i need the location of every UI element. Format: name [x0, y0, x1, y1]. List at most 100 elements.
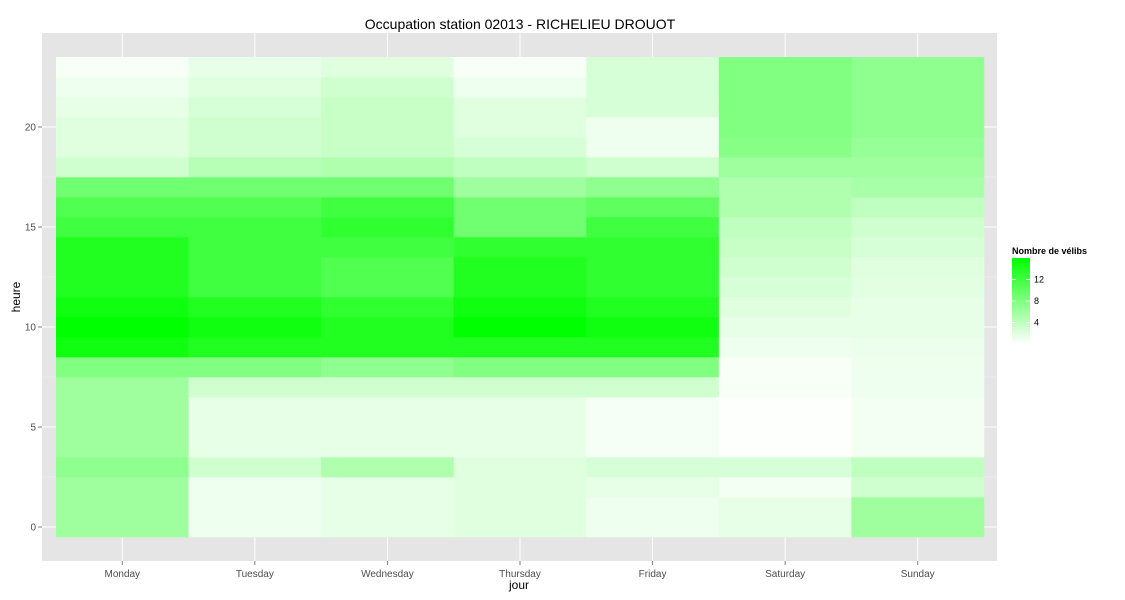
heatmap-cell — [851, 177, 985, 198]
heatmap-cell — [321, 137, 455, 158]
heatmap-cell — [586, 177, 720, 198]
heatmap-cell — [718, 477, 852, 498]
x-tick-label: Saturday — [765, 569, 805, 580]
heatmap-cell — [321, 297, 455, 318]
heatmap-cell — [453, 217, 587, 238]
legend-tick-label: 4 — [1034, 318, 1039, 328]
y-axis: 0 5 10 15 20 — [25, 123, 42, 534]
heatmap-cell — [586, 337, 720, 358]
heatmap-cell — [321, 237, 455, 258]
heatmap-cell — [188, 277, 322, 298]
heatmap-cell — [851, 497, 985, 518]
heatmap-cell — [321, 397, 455, 418]
heatmap-cell — [453, 397, 587, 418]
heatmap-cell — [851, 137, 985, 158]
heatmap-cell — [718, 197, 852, 218]
legend-tick-label: 12 — [1034, 275, 1044, 285]
heatmap-cell — [851, 397, 985, 418]
y-tick-label: 15 — [25, 223, 37, 234]
x-tick-label: Wednesday — [361, 569, 414, 580]
x-tick-label: Sunday — [901, 569, 935, 580]
heatmap-cell — [453, 237, 587, 258]
y-tick-label: 5 — [30, 423, 36, 434]
heatmap-cell — [586, 277, 720, 298]
chart-title: Occupation station 02013 - RICHELIEU DRO… — [365, 16, 676, 32]
heatmap-cell — [453, 197, 587, 218]
heatmap-cell — [321, 177, 455, 198]
heatmap-cell — [188, 437, 322, 458]
heatmap-cell — [188, 417, 322, 438]
heatmap-cell — [321, 497, 455, 518]
heatmap-cell — [188, 497, 322, 518]
heatmap-cell — [586, 357, 720, 378]
x-axis-title: jour — [508, 578, 529, 592]
heatmap-cell — [586, 517, 720, 538]
heatmap-cell — [718, 257, 852, 278]
heatmap-cell — [718, 457, 852, 478]
heatmap-cell — [453, 97, 587, 118]
heatmap-cell — [188, 217, 322, 238]
heatmap-cell — [586, 157, 720, 178]
heatmap-cell — [453, 417, 587, 438]
heatmap-cell — [718, 77, 852, 98]
heatmap-cell — [56, 517, 189, 538]
heatmap-cell — [56, 417, 189, 438]
heatmap-cell — [321, 357, 455, 378]
heatmap-cell — [321, 437, 455, 458]
heatmap-cell — [56, 277, 189, 298]
heatmap-cell — [321, 417, 455, 438]
legend-title: Nombre de vélibs — [1012, 246, 1087, 256]
heatmap-cell — [586, 317, 720, 338]
heatmap-cell — [453, 257, 587, 278]
heatmap-cell — [586, 137, 720, 158]
heatmap-cell — [851, 477, 985, 498]
heatmap-cell — [718, 97, 852, 118]
heatmap-cell — [586, 77, 720, 98]
x-tick-label: Tuesday — [236, 569, 274, 580]
heatmap-cell — [718, 117, 852, 138]
heatmap-cell — [188, 477, 322, 498]
y-tick-label: 0 — [30, 523, 36, 534]
heatmap-cell — [586, 297, 720, 318]
heatmap-cell — [453, 517, 587, 538]
heatmap-cell — [851, 437, 985, 458]
heatmap-cell — [718, 417, 852, 438]
heatmap-cell — [851, 217, 985, 238]
heatmap-cell — [188, 77, 322, 98]
heatmap-cell — [56, 257, 189, 278]
heatmap-cell — [56, 77, 189, 98]
heatmap-cell — [718, 237, 852, 258]
heatmap-cell — [453, 477, 587, 498]
heatmap-cell — [321, 277, 455, 298]
heatmap-cell — [453, 437, 587, 458]
heatmap-cell — [586, 217, 720, 238]
heatmap-cell — [453, 497, 587, 518]
heatmap-cell — [188, 377, 322, 398]
x-tick-label: Monday — [104, 569, 140, 580]
heatmap-cell — [56, 337, 189, 358]
heatmap-cell — [56, 237, 189, 258]
heatmap-cell — [56, 57, 189, 78]
heatmap-cell — [321, 157, 455, 178]
heatmap-cell — [718, 337, 852, 358]
heatmap-cell — [586, 477, 720, 498]
heatmap-cell — [321, 77, 455, 98]
heatmap-cell — [188, 177, 322, 198]
color-legend: Nombre de vélibs 4 8 12 — [1012, 246, 1087, 344]
heatmap-cell — [851, 357, 985, 378]
heatmap-cell — [453, 457, 587, 478]
heatmap-cell — [188, 457, 322, 478]
heatmap-cell — [453, 317, 587, 338]
heatmap-cell — [56, 117, 189, 138]
y-axis-title: heure — [9, 281, 23, 312]
heatmap-cell — [851, 277, 985, 298]
heatmap-cell — [718, 357, 852, 378]
heatmap-cell — [56, 217, 189, 238]
x-tick-label: Friday — [639, 569, 667, 580]
heatmap-cell — [851, 517, 985, 538]
legend-colorbar — [1012, 258, 1030, 344]
heatmap-cell — [453, 297, 587, 318]
y-tick-label: 10 — [25, 323, 37, 334]
heatmap-cell — [718, 297, 852, 318]
